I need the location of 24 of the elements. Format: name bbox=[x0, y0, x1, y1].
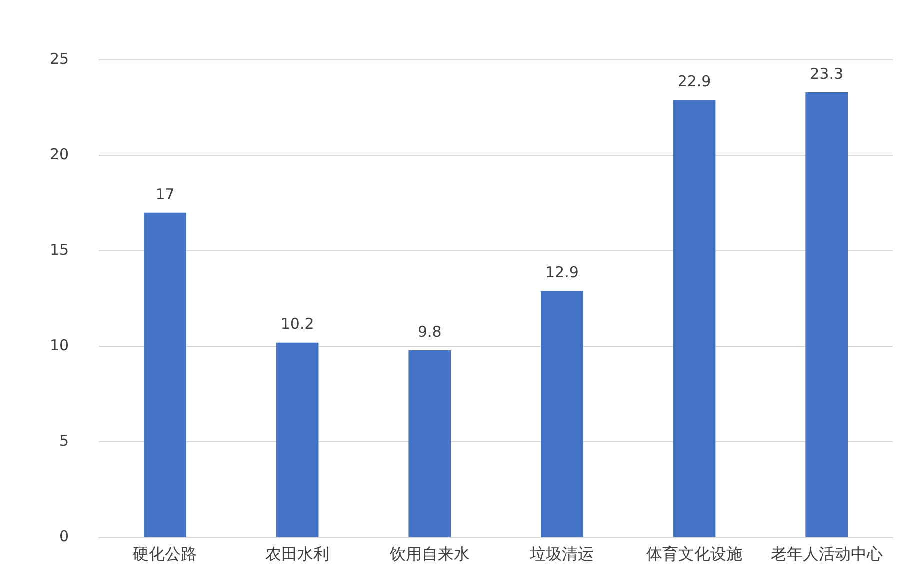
bar bbox=[276, 342, 319, 538]
x-tick-label: 垃圾清运 bbox=[529, 544, 594, 564]
data-label: 12.9 bbox=[546, 264, 579, 282]
y-tick-label: 0 bbox=[60, 528, 70, 546]
x-tick-label: 老年人活动中心 bbox=[770, 544, 883, 564]
x-tick-label: 硬化公路 bbox=[133, 544, 198, 564]
data-label: 22.9 bbox=[678, 72, 712, 91]
bar bbox=[806, 92, 848, 538]
data-label: 10.2 bbox=[280, 315, 314, 334]
y-tick-label: 5 bbox=[60, 432, 70, 450]
x-tick-label: 农田水利 bbox=[266, 544, 330, 564]
x-tick-label: 饮用自来水 bbox=[388, 544, 470, 564]
y-tick-label: 25 bbox=[50, 50, 70, 68]
y-tick-label: 15 bbox=[50, 241, 70, 260]
data-label: 17 bbox=[156, 185, 175, 204]
y-tick-label: 20 bbox=[50, 145, 70, 164]
x-tick-label: 体育文化设施 bbox=[646, 544, 743, 564]
bar bbox=[408, 350, 452, 538]
data-label: 9.8 bbox=[418, 322, 442, 341]
data-label: 23.3 bbox=[810, 64, 844, 83]
bar bbox=[144, 212, 186, 538]
y-tick-label: 10 bbox=[50, 336, 70, 355]
bar bbox=[673, 100, 716, 538]
bar bbox=[541, 291, 584, 538]
